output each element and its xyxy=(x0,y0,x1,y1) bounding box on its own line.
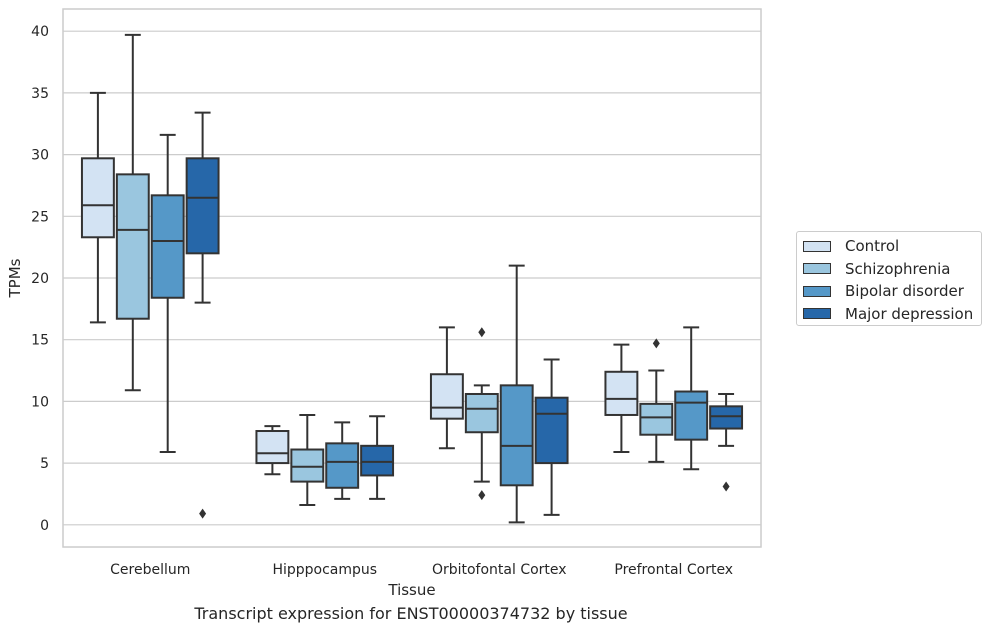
box-major-depression-1 xyxy=(360,415,395,500)
box-iqr xyxy=(290,448,325,483)
x-tick-label: Prefrontal Cortex xyxy=(614,562,733,578)
box-iqr xyxy=(360,444,395,477)
y-axis-ticks: 0 5 10 15 20 25 30 35 40 xyxy=(31,24,49,534)
outlier-point xyxy=(478,490,486,501)
box-bipolar-disorder-1 xyxy=(325,421,360,500)
box-schizophrenia-2 xyxy=(464,327,499,501)
box-iqr xyxy=(674,390,709,441)
box-iqr xyxy=(325,442,360,489)
legend-label: Schizophrenia xyxy=(845,259,951,278)
box-schizophrenia-1 xyxy=(290,413,325,507)
outlier-point xyxy=(478,327,486,338)
box-control-2 xyxy=(429,326,464,450)
x-tick-label: Hipppocampus xyxy=(272,562,377,578)
box-bipolar-disorder-0 xyxy=(150,133,185,453)
plot-frame xyxy=(62,8,762,548)
y-tick-label: 5 xyxy=(40,456,49,472)
box-iqr xyxy=(464,392,499,434)
outlier-point xyxy=(652,338,660,349)
outlier-point xyxy=(199,508,207,519)
legend-swatch xyxy=(803,285,831,297)
x-tick-label: Orbitofontal Cortex xyxy=(432,562,567,578)
y-tick-label: 0 xyxy=(40,518,49,534)
legend-item: Schizophrenia xyxy=(803,259,950,279)
legend-swatch xyxy=(803,263,831,274)
box-iqr xyxy=(709,405,744,430)
x-axis-label: Tissue xyxy=(387,581,435,599)
box-schizophrenia-3 xyxy=(639,338,674,463)
legend-label: Major depression xyxy=(845,304,974,323)
chart-legend: Control Schizophrenia Bipolar disorder Majo… xyxy=(796,231,982,326)
box-control-1 xyxy=(255,425,290,476)
box-iqr xyxy=(80,157,115,239)
box-iqr xyxy=(115,173,150,320)
plot-area xyxy=(80,33,744,524)
x-axis-ticks: Cerebellum Hipppocampus Orbitofontal Corte… xyxy=(110,562,733,578)
legend-item: Control xyxy=(803,236,899,256)
y-tick-label: 15 xyxy=(31,333,49,349)
box-control-3 xyxy=(604,343,639,453)
outlier-point xyxy=(722,481,730,492)
box-iqr xyxy=(639,402,674,436)
box-iqr xyxy=(429,373,464,420)
box-iqr xyxy=(499,384,534,487)
legend-label: Control xyxy=(845,237,900,255)
y-tick-label: 20 xyxy=(31,271,49,287)
legend-swatch xyxy=(803,240,831,252)
y-tick-label: 10 xyxy=(31,394,49,410)
box-iqr xyxy=(255,430,290,465)
box-major-depression-3 xyxy=(709,392,744,492)
box-bipolar-disorder-3 xyxy=(674,326,709,471)
legend-item: Major depression xyxy=(803,304,973,324)
box-control-0 xyxy=(80,91,115,324)
box-major-depression-0 xyxy=(185,111,220,519)
legend-swatch xyxy=(803,308,831,319)
y-tick-label: 40 xyxy=(31,24,49,40)
chart-caption: Transcript expression for ENST0000037473… xyxy=(194,604,628,623)
box-iqr xyxy=(185,157,220,255)
y-axis-label: TPMs xyxy=(6,258,24,298)
legend-item: Bipolar disorder xyxy=(803,281,964,301)
y-tick-label: 35 xyxy=(31,86,49,102)
box-iqr xyxy=(604,370,639,416)
box-iqr xyxy=(150,194,185,299)
x-tick-label: Cerebellum xyxy=(110,562,190,578)
box-major-depression-2 xyxy=(534,358,569,516)
legend-label: Bipolar disorder xyxy=(845,282,964,300)
box-iqr xyxy=(534,396,569,465)
y-tick-label: 25 xyxy=(31,209,49,225)
y-tick-label: 30 xyxy=(31,148,49,164)
box-schizophrenia-0 xyxy=(115,33,150,392)
box-bipolar-disorder-2 xyxy=(499,264,534,524)
